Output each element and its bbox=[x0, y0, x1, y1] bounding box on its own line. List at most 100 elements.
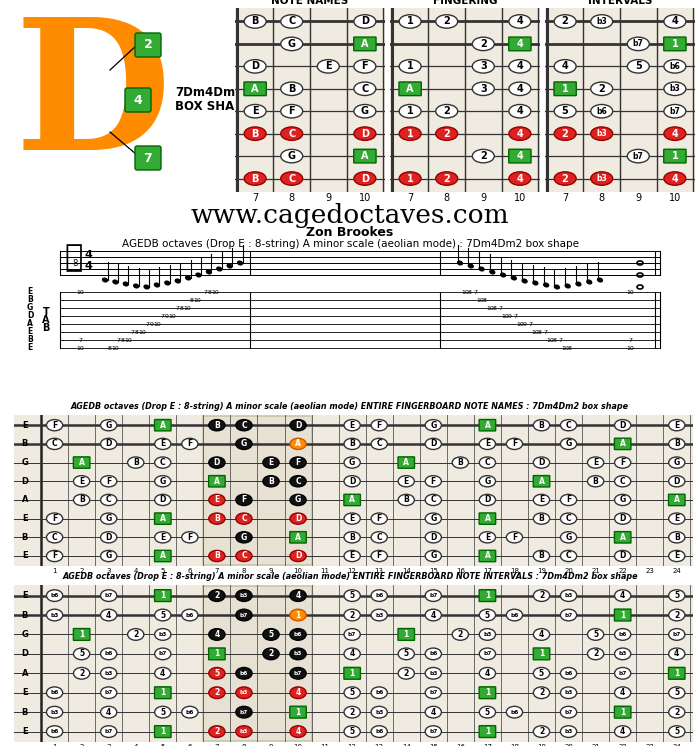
Text: 4: 4 bbox=[84, 250, 92, 260]
Text: D: D bbox=[214, 458, 220, 467]
Text: b7: b7 bbox=[564, 612, 573, 618]
Circle shape bbox=[509, 172, 531, 185]
Ellipse shape bbox=[458, 261, 463, 265]
Circle shape bbox=[101, 706, 117, 718]
Circle shape bbox=[209, 668, 225, 679]
Circle shape bbox=[668, 590, 685, 601]
Circle shape bbox=[371, 687, 387, 698]
Circle shape bbox=[155, 532, 171, 543]
Text: C: C bbox=[361, 84, 368, 94]
Text: A: A bbox=[27, 319, 33, 328]
Text: 7: 7 bbox=[130, 330, 134, 334]
Circle shape bbox=[425, 687, 442, 698]
Text: 10: 10 bbox=[516, 322, 524, 327]
Text: 8: 8 bbox=[208, 289, 212, 295]
Text: C: C bbox=[52, 439, 57, 448]
Circle shape bbox=[425, 513, 442, 524]
Text: A: A bbox=[620, 439, 626, 448]
Text: 10: 10 bbox=[546, 337, 554, 342]
Text: F: F bbox=[288, 106, 295, 116]
Circle shape bbox=[74, 476, 90, 487]
Text: 7: 7 bbox=[145, 322, 149, 327]
FancyBboxPatch shape bbox=[668, 495, 685, 506]
Circle shape bbox=[236, 419, 252, 430]
Circle shape bbox=[399, 127, 421, 140]
Circle shape bbox=[398, 648, 414, 659]
Text: b6: b6 bbox=[375, 593, 384, 598]
Circle shape bbox=[480, 648, 496, 659]
Circle shape bbox=[533, 513, 550, 524]
Text: B: B bbox=[674, 533, 680, 542]
Ellipse shape bbox=[228, 264, 232, 268]
Text: C: C bbox=[288, 16, 295, 26]
Ellipse shape bbox=[468, 264, 473, 268]
Text: b7: b7 bbox=[673, 632, 681, 637]
Circle shape bbox=[664, 104, 686, 118]
Text: b3: b3 bbox=[596, 17, 607, 26]
Circle shape bbox=[425, 476, 442, 487]
Text: 7: 7 bbox=[144, 151, 153, 165]
Text: b7: b7 bbox=[104, 593, 113, 598]
Text: b3: b3 bbox=[596, 129, 607, 138]
Text: 10: 10 bbox=[486, 306, 494, 310]
Circle shape bbox=[236, 609, 252, 621]
Circle shape bbox=[398, 668, 414, 679]
Text: 1: 1 bbox=[671, 151, 678, 161]
Circle shape bbox=[668, 532, 685, 543]
Text: 8: 8 bbox=[553, 337, 557, 342]
Text: D: D bbox=[295, 551, 301, 560]
Circle shape bbox=[101, 476, 117, 487]
Text: 2: 2 bbox=[443, 106, 450, 116]
Circle shape bbox=[615, 726, 631, 737]
Text: b6: b6 bbox=[619, 632, 627, 637]
Text: F: F bbox=[52, 421, 57, 430]
Text: F: F bbox=[52, 551, 57, 560]
Title: FINGERING: FINGERING bbox=[433, 0, 497, 6]
Text: 10: 10 bbox=[138, 330, 146, 334]
Circle shape bbox=[244, 60, 266, 73]
Circle shape bbox=[344, 629, 360, 640]
Circle shape bbox=[615, 457, 631, 468]
Text: B: B bbox=[22, 708, 28, 717]
FancyBboxPatch shape bbox=[480, 419, 496, 431]
Circle shape bbox=[281, 37, 302, 51]
Text: b7: b7 bbox=[564, 709, 573, 715]
Text: D: D bbox=[673, 477, 680, 486]
Text: F: F bbox=[430, 477, 436, 486]
Text: 2: 2 bbox=[404, 669, 409, 678]
Circle shape bbox=[509, 82, 531, 95]
Circle shape bbox=[668, 419, 685, 430]
Text: b7: b7 bbox=[104, 690, 113, 695]
Circle shape bbox=[533, 495, 550, 506]
Circle shape bbox=[533, 687, 550, 698]
Text: b7: b7 bbox=[429, 729, 438, 734]
FancyBboxPatch shape bbox=[668, 668, 685, 679]
Text: C: C bbox=[160, 458, 166, 467]
Text: 1: 1 bbox=[671, 39, 678, 49]
Text: 8: 8 bbox=[493, 306, 497, 310]
Circle shape bbox=[371, 419, 387, 430]
Ellipse shape bbox=[123, 282, 128, 286]
Circle shape bbox=[480, 706, 496, 718]
Text: b3: b3 bbox=[375, 709, 384, 715]
Ellipse shape bbox=[512, 276, 517, 280]
Ellipse shape bbox=[566, 284, 570, 288]
Text: 10: 10 bbox=[626, 289, 634, 295]
Circle shape bbox=[127, 629, 144, 640]
Text: C: C bbox=[288, 128, 295, 139]
Text: E: E bbox=[349, 551, 355, 560]
Text: 4: 4 bbox=[517, 39, 524, 49]
Circle shape bbox=[236, 532, 252, 543]
Text: F: F bbox=[362, 61, 368, 72]
Circle shape bbox=[236, 513, 252, 524]
Text: D: D bbox=[430, 439, 437, 448]
FancyBboxPatch shape bbox=[155, 419, 171, 431]
Text: 10: 10 bbox=[561, 345, 569, 351]
Circle shape bbox=[263, 476, 279, 487]
Circle shape bbox=[74, 495, 90, 506]
Circle shape bbox=[155, 439, 171, 450]
Text: b7: b7 bbox=[159, 651, 167, 656]
Text: B: B bbox=[288, 84, 295, 94]
FancyBboxPatch shape bbox=[125, 88, 151, 112]
Text: G: G bbox=[241, 439, 247, 448]
